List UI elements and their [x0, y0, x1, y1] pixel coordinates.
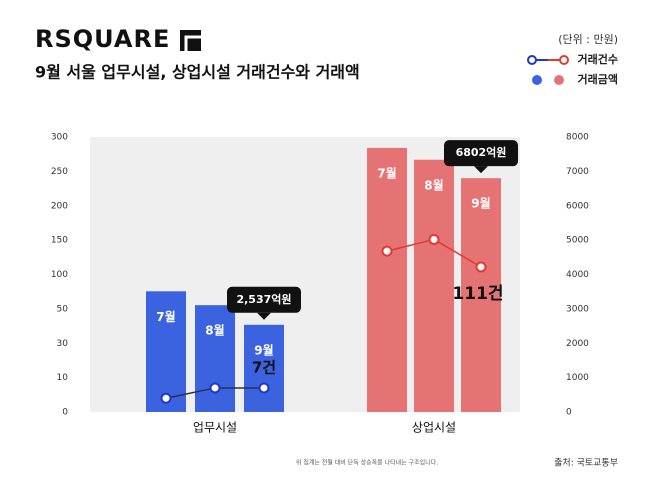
bar — [244, 324, 284, 412]
y2-tick-label: 7000 — [566, 167, 589, 177]
count-marker — [209, 382, 221, 394]
chart-title: 9월 서울 업무시설, 상업시설 거래건수와 거래액 — [35, 63, 360, 82]
y-tick-label: 300 — [51, 133, 68, 143]
y-tick-label: 200 — [51, 201, 68, 211]
brand: RSQUARE — [35, 25, 170, 53]
y2-tick-label: 4000 — [566, 270, 589, 280]
y-tick-label: 30 — [57, 339, 69, 349]
source: 출처: 국토교통부 — [554, 457, 618, 469]
y-tick-label: 250 — [51, 167, 68, 177]
y2-tick-label: 6000 — [566, 201, 589, 211]
legend-label: 거래금액 — [578, 72, 618, 86]
y2-tick-label: 5000 — [566, 236, 589, 246]
bar-month-label: 7월 — [156, 309, 175, 324]
footnote: 위 집계는 전월 대비 단독 상승폭을 나타내는 구조입니다. — [296, 459, 438, 467]
bar-month-label: 9월 — [471, 196, 490, 211]
callout-label: 2,537억원 — [236, 292, 291, 306]
legend-marker — [532, 75, 542, 85]
y-tick-label: 100 — [51, 270, 68, 280]
count-label: 111건 — [452, 284, 503, 304]
bar — [461, 178, 501, 412]
count-label: 7건 — [252, 358, 276, 376]
bar-month-label: 8월 — [205, 323, 224, 338]
x-group-label: 상업시설 — [412, 421, 456, 435]
y-tick-label: 10 — [57, 373, 69, 383]
bar — [367, 147, 407, 412]
legend-marker — [527, 55, 537, 65]
x-group-label: 업무시설 — [193, 421, 237, 435]
count-marker — [381, 245, 393, 257]
y-tick-label: 50 — [57, 304, 69, 314]
callout-pointer — [474, 166, 488, 174]
count-marker — [428, 233, 440, 245]
legend-marker — [559, 55, 569, 65]
callout-pointer — [257, 312, 271, 320]
legend-marker — [554, 75, 564, 85]
bar-month-label: 9월 — [254, 342, 273, 357]
bar — [146, 291, 186, 412]
y2-tick-label: 1000 — [566, 373, 589, 383]
callout-label: 6802억원 — [456, 145, 507, 159]
y2-tick-label: 3000 — [566, 304, 589, 314]
count-marker — [160, 392, 172, 404]
y2-tick-label: 2000 — [566, 339, 589, 349]
bar — [195, 305, 235, 412]
brand-icon-mark — [184, 35, 201, 51]
brand-icon — [180, 30, 201, 51]
legend-label: 거래건수 — [578, 52, 618, 66]
unit-note: (단위 : 만원) — [558, 33, 618, 46]
callout-box — [444, 140, 518, 167]
bar — [414, 159, 454, 412]
y-tick-label: 150 — [51, 236, 68, 246]
count-marker — [258, 382, 270, 394]
count-marker — [475, 261, 487, 273]
y2-tick-label: 8000 — [566, 133, 589, 143]
y2-tick-label: 0 — [566, 408, 572, 418]
y-tick-label: 0 — [62, 408, 68, 418]
callout-box — [227, 286, 301, 313]
bar-month-label: 8월 — [424, 177, 443, 192]
bar-month-label: 7월 — [377, 165, 396, 180]
